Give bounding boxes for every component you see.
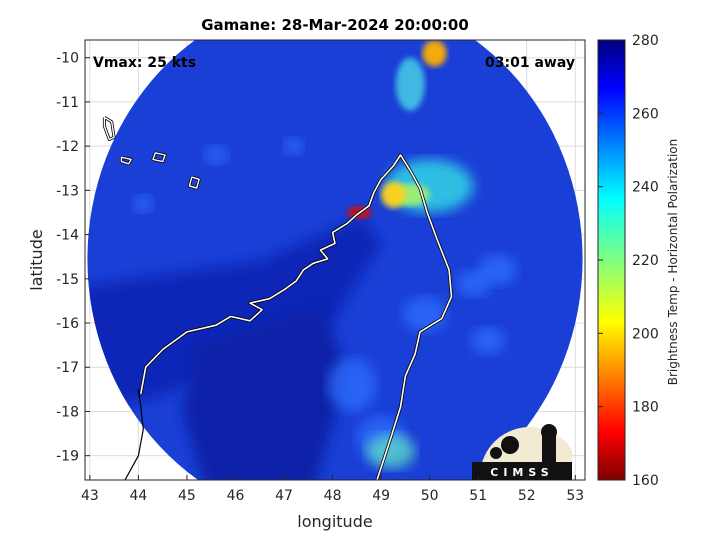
x-tick-label: 44: [129, 488, 147, 504]
y-tick-label: -15: [56, 272, 79, 288]
x-axis-label: longitude: [297, 512, 372, 531]
coastline: [102, 116, 454, 480]
x-tick-label: 47: [275, 488, 293, 504]
island-outline: [120, 156, 132, 165]
colorbar-label: Brightness Temp - Horizontal Polarizatio…: [666, 139, 680, 386]
bright-patch: [327, 358, 377, 412]
time-away-label: 03:01 away: [485, 55, 575, 71]
colorbar-tick-label: 260: [632, 106, 659, 122]
y-tick-label: -12: [56, 139, 79, 155]
y-tick-label: -16: [56, 316, 79, 332]
colorbar-tick-label: 180: [632, 400, 659, 416]
island-outline: [188, 176, 200, 189]
bright-patch: [478, 254, 518, 286]
x-tick-label: 43: [81, 488, 99, 504]
cimss-logo: CIMSS: [472, 424, 572, 480]
x-tick-label: 45: [178, 488, 196, 504]
x-tick-label: 53: [566, 488, 584, 504]
colorbar-tick-label: 280: [632, 33, 659, 49]
x-tick-label: 51: [469, 488, 487, 504]
colorbar-tick-label: 240: [632, 180, 659, 196]
logo-dish-1: [501, 436, 519, 454]
colorbar-tick-label: 160: [632, 473, 659, 489]
chart-title: Gamane: 28-Mar-2024 20:00:00: [201, 16, 469, 34]
y-tick-label: -18: [56, 404, 79, 420]
bright-patch: [203, 146, 229, 164]
logo-band: [472, 462, 572, 480]
yellow-feature: [381, 181, 406, 209]
y-axis-label: latitude: [27, 229, 46, 290]
bright-patch: [402, 296, 447, 332]
colorbar-ticks: 160 180 200 220 240 260 280: [598, 33, 659, 489]
bright-patch: [470, 327, 505, 354]
logo-tank: [541, 424, 557, 440]
x-axis-ticks: 43 44 45 46 47 48 49 50 51 52 53: [81, 475, 584, 504]
logo-dish-2: [490, 447, 502, 459]
south-cyan-feature: [366, 433, 416, 469]
x-tick-label: 50: [421, 488, 439, 504]
x-tick-label: 52: [518, 488, 536, 504]
swath: [87, 40, 583, 480]
north-cyan-feature: [395, 57, 425, 111]
logo-text: CIMSS: [490, 466, 553, 479]
dark-band-south: [182, 305, 348, 480]
island-outline: [103, 116, 115, 141]
y-tick-label: -13: [56, 183, 79, 199]
colorbar-tick-label: 220: [632, 253, 659, 269]
plot-border: [84, 39, 586, 481]
y-tick-label: -19: [56, 449, 79, 465]
coastline-mozambique-outside: [124, 389, 144, 480]
y-tick-label: -11: [56, 95, 79, 111]
y-tick-label: -14: [56, 228, 79, 244]
coastline-madagascar: [140, 154, 453, 480]
x-tick-label: 49: [372, 488, 390, 504]
y-axis-ticks: -10 -11 -12 -13 -14 -15 -16 -17 -18 -19: [56, 51, 90, 465]
bright-patch: [284, 137, 304, 155]
north-orange-feature: [422, 40, 447, 67]
island-outline: [152, 152, 166, 163]
x-tick-label: 48: [324, 488, 342, 504]
logo-tower: [542, 434, 556, 464]
plot-area: Vmax: 25 kts 03:01 away CIMSS: [84, 39, 586, 481]
colorbar: 160 180 200 220 240 260 280 Brightness Temp - …: [597, 33, 680, 489]
x-tick-label: 46: [227, 488, 245, 504]
y-tick-label: -17: [56, 360, 79, 376]
y-tick-label: -10: [56, 51, 79, 67]
vmax-label: Vmax: 25 kts: [93, 55, 196, 71]
colorbar-tick-label: 200: [632, 326, 659, 342]
bright-patch: [133, 194, 153, 213]
